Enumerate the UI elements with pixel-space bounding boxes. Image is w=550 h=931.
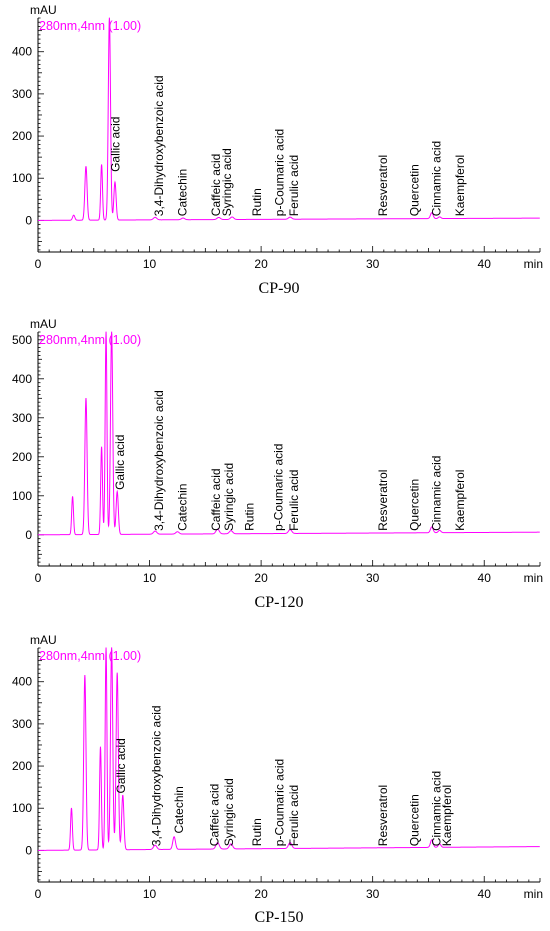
peak-annotation: 3,4-Dihydroxybenzoic acid xyxy=(152,75,166,216)
peak-annotation: 3,4-Dihydroxybenzoic acid xyxy=(152,390,166,531)
peak-annotation: 3,4-Dihydroxybenzoic acid xyxy=(150,705,164,846)
y-tick-label: 300 xyxy=(12,717,32,731)
y-tick-label: 400 xyxy=(12,45,32,59)
x-axis-label: min xyxy=(524,257,543,271)
y-tick-label: 100 xyxy=(12,489,32,503)
y-tick-label: 400 xyxy=(12,372,32,386)
peak-annotation: Syringic acid xyxy=(222,463,236,531)
peak-annotation: Kaempferol xyxy=(440,785,454,846)
peak-annotation: p-Coumaric acid xyxy=(272,129,286,216)
panel-caption: CP-120 xyxy=(255,594,304,611)
peak-annotation: Resveratrol xyxy=(376,470,390,531)
peak-annotation: Rutin xyxy=(250,188,264,216)
peak-annotation: Catechin xyxy=(175,484,189,531)
peak-annotation: Ferulic acid xyxy=(287,470,301,531)
x-tick-label: 30 xyxy=(366,887,380,901)
peak-annotation: Catechin xyxy=(172,786,186,833)
peak-annotation: Rutin xyxy=(250,818,264,846)
chromatogram-panel: 0 10 20 30 40 min 0 100 200 300 400 mAU 280nm,4nm (1… xyxy=(12,633,543,926)
chromatogram-trace xyxy=(38,331,540,536)
channel-label: 280nm,4nm (1.00) xyxy=(39,333,141,347)
x-axis-label: min xyxy=(524,887,543,901)
peak-annotation: Cinnamic acid xyxy=(430,771,444,846)
x-axis-label: min xyxy=(524,571,543,585)
peak-annotation: p-Coumaric acid xyxy=(272,759,286,846)
peak-annotation: Kaempferol xyxy=(453,470,467,531)
x-tick-label: 40 xyxy=(478,887,492,901)
peak-annotation: Cinnamic acid xyxy=(430,141,444,216)
y-tick-label: 0 xyxy=(25,213,32,227)
peak-annotation: Catechin xyxy=(175,169,189,216)
peak-annotation: Ferulic acid xyxy=(287,155,301,216)
y-axis-label: mAU xyxy=(30,3,57,17)
peak-annotation: Gallic acid xyxy=(108,117,122,172)
peak-annotation: Kaempferol xyxy=(453,155,467,216)
x-tick-label: 20 xyxy=(254,571,268,585)
peak-annotation: Quercetin xyxy=(407,794,421,846)
chromatogram-panel: 0 10 20 30 40 min 0 100 200 300 400 500 mAU 280nm,4nm… xyxy=(12,317,543,611)
x-tick-label: 10 xyxy=(143,571,157,585)
peak-annotation: Gallic acid xyxy=(114,738,128,793)
x-tick-label: 20 xyxy=(254,887,268,901)
y-tick-label: 300 xyxy=(12,411,32,425)
y-tick-label: 300 xyxy=(12,87,32,101)
peak-annotation: Quercetin xyxy=(407,479,421,531)
chromatogram-trace xyxy=(38,647,540,851)
chromatogram-trace xyxy=(38,17,540,221)
y-tick-label: 0 xyxy=(25,528,32,542)
x-tick-label: 0 xyxy=(35,887,42,901)
peak-annotation: Caffeic acid xyxy=(208,784,222,846)
y-tick-label: 500 xyxy=(12,333,32,347)
peak-annotation: Resveratrol xyxy=(376,155,390,216)
channel-label: 280nm,4nm (1.00) xyxy=(39,19,141,33)
peak-annotation: Gallic acid xyxy=(113,435,127,490)
panel-caption: CP-90 xyxy=(259,280,300,297)
y-axis-label: mAU xyxy=(30,633,57,647)
peak-annotation: Syringic acid xyxy=(220,148,234,216)
peak-annotation: Syringic acid xyxy=(222,778,236,846)
x-tick-label: 0 xyxy=(35,257,42,271)
peak-annotation: Cinnamic acid xyxy=(430,456,444,531)
x-tick-label: 40 xyxy=(478,571,492,585)
x-tick-label: 30 xyxy=(366,257,380,271)
x-tick-label: 20 xyxy=(254,257,268,271)
y-tick-label: 0 xyxy=(25,843,32,857)
chromatogram-panel: 0 10 20 30 40 min 0 100 200 300 400 mAU 280nm,4nm (1… xyxy=(12,3,543,297)
peak-annotation: Caffeic acid xyxy=(209,154,223,216)
peak-annotation: p-Coumaric acid xyxy=(271,444,285,531)
channel-label: 280nm,4nm (1.00) xyxy=(39,649,141,663)
y-tick-label: 400 xyxy=(12,675,32,689)
peak-annotation: Rutin xyxy=(242,503,256,531)
x-tick-label: 10 xyxy=(143,887,157,901)
peak-annotation: Caffeic acid xyxy=(209,468,223,530)
x-tick-label: 10 xyxy=(143,257,157,271)
peak-annotation: Quercetin xyxy=(407,164,421,216)
x-tick-label: 30 xyxy=(366,571,380,585)
y-tick-label: 100 xyxy=(12,801,32,815)
x-tick-label: 40 xyxy=(478,257,492,271)
peak-annotation: Resveratrol xyxy=(376,785,390,846)
peak-annotation: Ferulic acid xyxy=(287,785,301,846)
y-axis-label: mAU xyxy=(30,317,57,331)
y-tick-label: 200 xyxy=(12,759,32,773)
y-tick-label: 200 xyxy=(12,129,32,143)
x-tick-label: 0 xyxy=(35,571,42,585)
panel-caption: CP-150 xyxy=(255,909,304,926)
y-tick-label: 100 xyxy=(12,171,32,185)
y-tick-label: 200 xyxy=(12,450,32,464)
